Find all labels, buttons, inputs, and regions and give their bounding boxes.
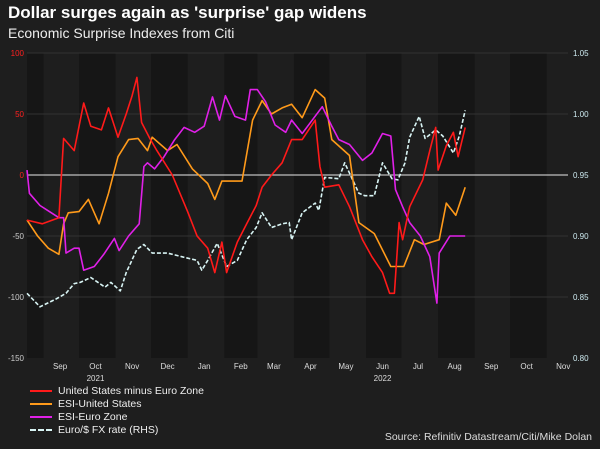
x-tick-label: Nov: [556, 362, 570, 371]
month-band: [474, 53, 511, 358]
series-line-esi-united-states: [26, 88, 466, 268]
month-band: [115, 53, 152, 358]
y-left-tick-label: -150: [8, 354, 25, 363]
month-band: [187, 53, 225, 358]
x-tick-label: Jul: [413, 362, 423, 371]
legend-swatch: [30, 389, 52, 392]
legend-item-esi-ez: ESI-Euro Zone: [30, 410, 204, 423]
legend: United States minus Euro Zone ESI-United…: [30, 384, 204, 436]
chart-subtitle: Economic Surprise Indexes from Citi: [8, 25, 235, 41]
y-left-tick-label: 0: [20, 171, 25, 180]
y-right-tick-label: 0.95: [573, 171, 589, 180]
legend-swatch: [30, 428, 52, 431]
legend-label: ESI-Euro Zone: [58, 410, 128, 423]
x-tick-label: Jan: [198, 362, 211, 371]
series-line-united-states-minus-euro-zone: [26, 76, 466, 295]
month-band: [43, 53, 79, 358]
x-tick-label: Apr: [304, 362, 317, 371]
x-year-label: 2021: [87, 374, 105, 383]
series-line-esi-euro-zone: [26, 88, 466, 304]
y-right-tick-label: 0.80: [573, 354, 589, 363]
x-tick-label: Oct: [89, 362, 102, 371]
x-tick-label: Oct: [520, 362, 533, 371]
x-tick-label: Jun: [376, 362, 389, 371]
legend-item-esi-us: ESI-United States: [30, 397, 204, 410]
x-tick-label: Sep: [484, 362, 499, 371]
y-left-tick-label: -50: [12, 232, 24, 241]
legend-label: Euro/$ FX rate (RHS): [58, 423, 159, 436]
legend-swatch: [30, 402, 52, 405]
x-tick-label: Nov: [125, 362, 139, 371]
x-tick-label: Sep: [53, 362, 68, 371]
y-left-tick-label: -100: [8, 293, 25, 302]
month-band: [546, 53, 568, 358]
legend-label: ESI-United States: [58, 397, 142, 410]
y-left-tick-label: 100: [11, 49, 25, 58]
x-year-label: 2022: [374, 374, 392, 383]
x-tick-label: Mar: [267, 362, 281, 371]
x-tick-label: Feb: [234, 362, 248, 371]
x-tick-label: Aug: [447, 362, 461, 371]
legend-swatch: [30, 415, 52, 418]
month-band: [329, 53, 367, 358]
legend-item-us-minus-ez: United States minus Euro Zone: [30, 384, 204, 397]
series-line-euro-fx-rate-rhs-: [26, 110, 466, 308]
month-band: [401, 53, 439, 358]
y-right-tick-label: 0.85: [573, 293, 589, 302]
legend-item-fx: Euro/$ FX rate (RHS): [30, 423, 204, 436]
x-tick-label: May: [338, 362, 353, 371]
legend-label: United States minus Euro Zone: [58, 384, 204, 397]
y-right-tick-label: 1.00: [573, 110, 589, 119]
chart-title: Dollar surges again as 'surprise' gap wi…: [8, 3, 367, 22]
y-right-tick-label: 1.05: [573, 49, 589, 58]
source-note: Source: Refinitiv Datastream/Citi/Mike D…: [384, 431, 592, 443]
x-tick-label: Dec: [160, 362, 174, 371]
y-left-tick-label: 50: [15, 110, 24, 119]
y-right-tick-label: 0.90: [573, 232, 589, 241]
